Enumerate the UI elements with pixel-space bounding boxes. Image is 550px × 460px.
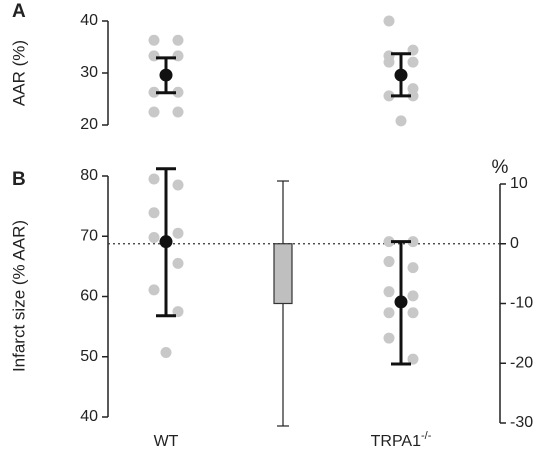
data-point: [395, 115, 407, 127]
panel-label: A: [12, 1, 26, 22]
y-tick-label: 30: [80, 64, 98, 81]
data-point: [148, 173, 160, 185]
data-point: [383, 15, 395, 27]
data-point: [407, 307, 419, 319]
data-point: [407, 236, 419, 248]
panel-label: B: [12, 169, 26, 190]
data-point: [172, 179, 184, 191]
y-tick-label: 80: [80, 167, 98, 184]
data-point: [407, 353, 419, 365]
data-point: [148, 50, 160, 62]
data-point: [148, 231, 160, 243]
y2-tick-label: 10: [510, 175, 528, 192]
y2-tick-label: -10: [510, 295, 533, 312]
data-point: [407, 90, 419, 102]
y2-tick-label: -20: [510, 354, 533, 371]
mean-point: [394, 68, 408, 82]
data-point: [172, 34, 184, 46]
y-axis-label: Infarct size (% AAR): [9, 220, 28, 372]
data-point: [383, 236, 395, 248]
category-superscript: -/-: [421, 430, 432, 442]
data-point: [383, 286, 395, 298]
data-point: [383, 307, 395, 319]
data-point: [172, 50, 184, 62]
x-tick-label: WT: [154, 433, 179, 450]
mean-point: [394, 295, 408, 309]
y-tick-label: 20: [80, 116, 98, 133]
y-tick-label: 60: [80, 288, 98, 305]
data-point: [148, 284, 160, 296]
data-point: [172, 257, 184, 269]
y2-tick-label: 0: [510, 235, 519, 252]
bar: [273, 243, 293, 305]
y2-axis-label: %: [492, 157, 509, 178]
data-point: [172, 86, 184, 98]
data-point: [383, 256, 395, 268]
data-point: [148, 207, 160, 219]
data-point: [148, 106, 160, 118]
data-point: [383, 332, 395, 344]
y2-tick-label: -30: [510, 414, 533, 431]
data-point: [172, 106, 184, 118]
data-point: [148, 34, 160, 46]
data-point: [172, 227, 184, 239]
data-point: [407, 290, 419, 302]
category-name: WT: [154, 433, 179, 450]
y-tick-label: 40: [80, 12, 98, 29]
data-point: [148, 86, 160, 98]
mean-point: [159, 68, 173, 82]
data-point: [383, 90, 395, 102]
data-point: [407, 56, 419, 68]
category-name: TRPA1: [371, 433, 421, 450]
y-tick-label: 50: [80, 348, 98, 365]
data-point: [383, 56, 395, 68]
data-point: [160, 347, 172, 359]
y-tick-label: 70: [80, 227, 98, 244]
mean-point: [159, 235, 173, 249]
data-point: [407, 262, 419, 274]
x-tick-label: TRPA1-/-: [371, 430, 432, 450]
y-axis-label: AAR (%): [9, 40, 28, 106]
y-tick-label: 40: [80, 408, 98, 425]
